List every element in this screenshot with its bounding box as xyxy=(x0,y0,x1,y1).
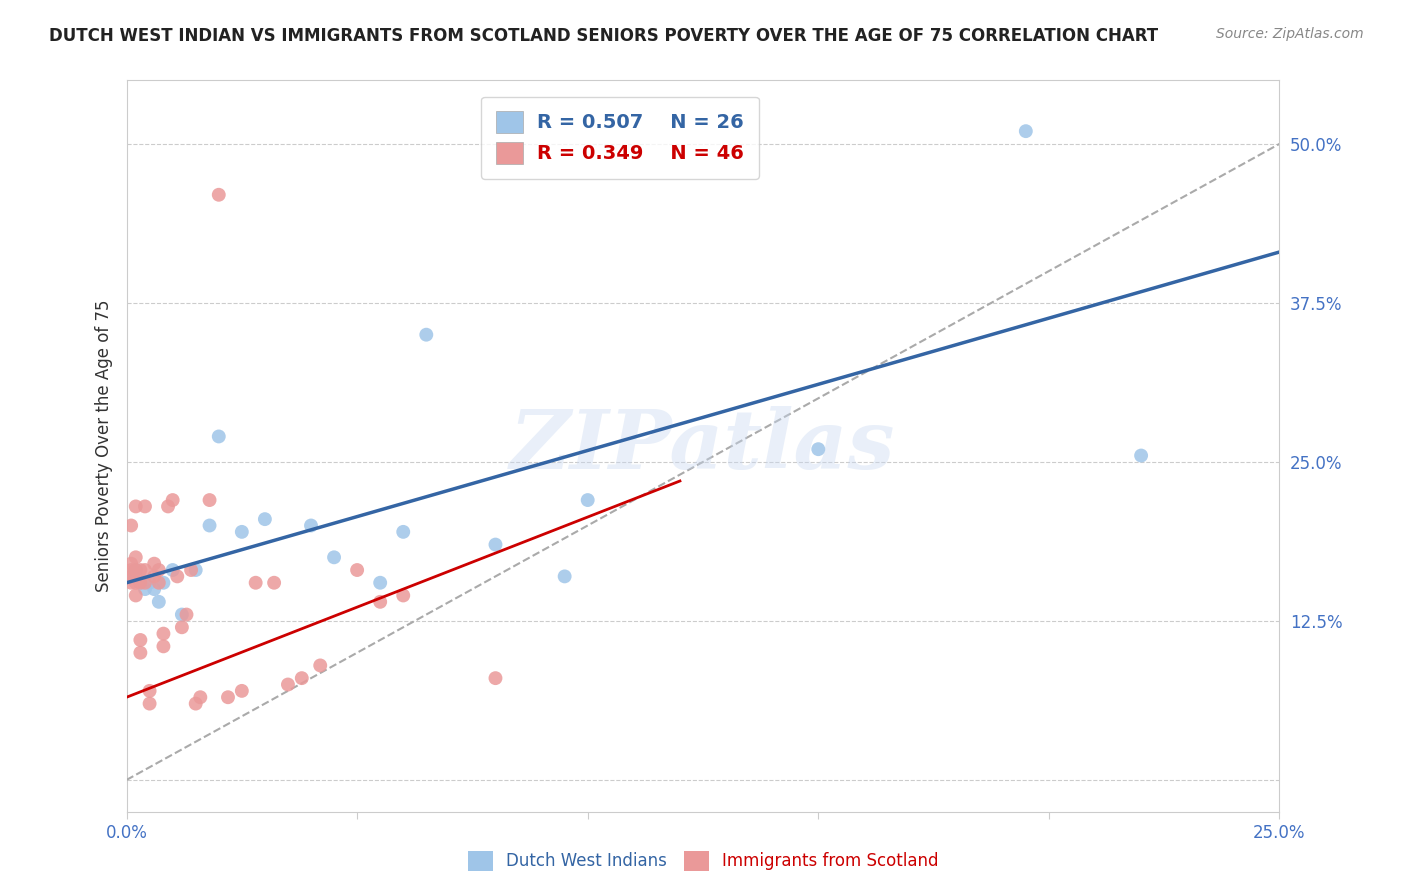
Point xyxy=(120,569,142,583)
Point xyxy=(152,640,174,654)
Point xyxy=(134,563,156,577)
Point xyxy=(554,569,576,583)
Legend: R = 0.507    N = 26, R = 0.349    N = 46: R = 0.507 N = 26, R = 0.349 N = 46 xyxy=(481,96,759,178)
Point xyxy=(176,607,198,622)
Point xyxy=(143,557,166,571)
Point xyxy=(368,575,391,590)
Point xyxy=(309,658,332,673)
Point xyxy=(120,563,142,577)
Text: ZIPatlas: ZIPatlas xyxy=(510,406,896,486)
Point xyxy=(162,493,184,508)
Point xyxy=(188,690,211,705)
Point xyxy=(143,582,166,596)
Point xyxy=(484,671,506,685)
Point xyxy=(217,690,239,705)
Point xyxy=(148,563,170,577)
Point xyxy=(392,589,415,603)
Text: DUTCH WEST INDIAN VS IMMIGRANTS FROM SCOTLAND SENIORS POVERTY OVER THE AGE OF 75: DUTCH WEST INDIAN VS IMMIGRANTS FROM SCO… xyxy=(49,27,1159,45)
Point xyxy=(125,563,148,577)
Point xyxy=(263,575,285,590)
Point xyxy=(125,550,148,565)
Point xyxy=(245,575,267,590)
Point xyxy=(291,671,314,685)
Point xyxy=(392,524,415,539)
Point xyxy=(129,575,152,590)
Point xyxy=(120,575,142,590)
Point xyxy=(129,632,152,647)
Point xyxy=(184,563,207,577)
Point xyxy=(415,327,437,342)
Point xyxy=(184,697,207,711)
Point xyxy=(120,569,142,583)
Point xyxy=(198,493,221,508)
Point xyxy=(134,575,156,590)
Point xyxy=(125,563,148,577)
Point xyxy=(484,538,506,552)
Point xyxy=(198,518,221,533)
Point xyxy=(134,500,156,514)
Point xyxy=(576,493,599,508)
Point xyxy=(125,575,148,590)
Point xyxy=(152,626,174,640)
Point xyxy=(129,575,152,590)
Point xyxy=(170,620,193,634)
Point xyxy=(148,575,170,590)
Point xyxy=(170,607,193,622)
Point xyxy=(253,512,276,526)
Point xyxy=(231,684,253,698)
Point xyxy=(138,575,160,590)
Point xyxy=(166,569,188,583)
Legend: Dutch West Indians, Immigrants from Scotland: Dutch West Indians, Immigrants from Scot… xyxy=(460,842,946,880)
Point xyxy=(129,563,152,577)
Text: Source: ZipAtlas.com: Source: ZipAtlas.com xyxy=(1216,27,1364,41)
Point xyxy=(323,550,346,565)
Point xyxy=(125,589,148,603)
Point xyxy=(208,187,231,202)
Point xyxy=(1130,449,1153,463)
Point xyxy=(134,582,156,596)
Y-axis label: Seniors Poverty Over the Age of 75: Seniors Poverty Over the Age of 75 xyxy=(94,300,112,592)
Point xyxy=(277,677,299,691)
Point xyxy=(152,575,174,590)
Point xyxy=(807,442,830,457)
Point xyxy=(157,500,180,514)
Point xyxy=(125,500,148,514)
Point xyxy=(148,595,170,609)
Point xyxy=(162,563,184,577)
Point xyxy=(120,518,142,533)
Point xyxy=(180,563,202,577)
Point xyxy=(138,684,160,698)
Point xyxy=(368,595,391,609)
Point xyxy=(1015,124,1038,138)
Point xyxy=(231,524,253,539)
Point xyxy=(129,646,152,660)
Point xyxy=(138,697,160,711)
Point xyxy=(346,563,368,577)
Point xyxy=(299,518,322,533)
Point xyxy=(120,557,142,571)
Point xyxy=(208,429,231,443)
Point xyxy=(143,569,166,583)
